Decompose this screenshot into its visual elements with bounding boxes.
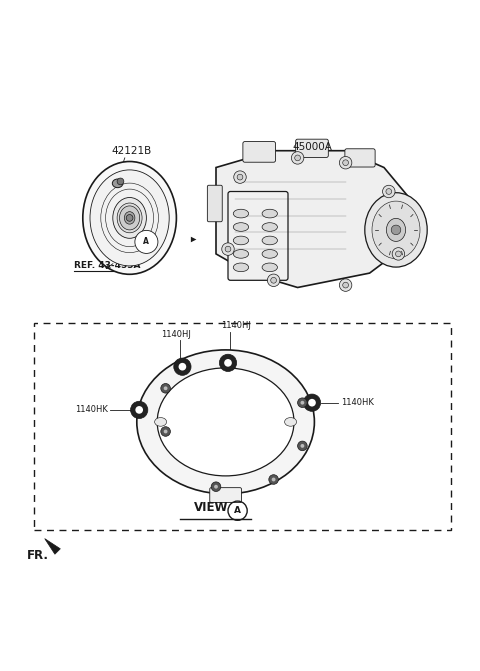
Circle shape xyxy=(237,174,243,180)
Circle shape xyxy=(219,354,237,372)
Ellipse shape xyxy=(386,218,406,242)
Circle shape xyxy=(298,441,307,451)
Circle shape xyxy=(386,189,392,195)
Circle shape xyxy=(269,474,278,484)
Ellipse shape xyxy=(83,162,177,274)
Circle shape xyxy=(339,279,352,291)
Circle shape xyxy=(174,358,191,375)
Circle shape xyxy=(179,363,186,370)
Ellipse shape xyxy=(262,209,277,218)
Ellipse shape xyxy=(113,197,146,238)
Text: VIEW: VIEW xyxy=(194,501,228,514)
Ellipse shape xyxy=(372,201,420,259)
Circle shape xyxy=(271,277,276,283)
Circle shape xyxy=(117,178,124,185)
Ellipse shape xyxy=(262,250,277,258)
Circle shape xyxy=(234,171,246,183)
Ellipse shape xyxy=(365,193,427,267)
FancyBboxPatch shape xyxy=(228,191,288,280)
Circle shape xyxy=(161,384,170,393)
Ellipse shape xyxy=(233,250,249,258)
Ellipse shape xyxy=(112,179,123,188)
Circle shape xyxy=(300,401,304,405)
Ellipse shape xyxy=(262,223,277,231)
Text: 42121B: 42121B xyxy=(112,146,152,156)
Circle shape xyxy=(298,398,307,407)
Ellipse shape xyxy=(285,417,297,426)
Text: 1140HJ: 1140HJ xyxy=(161,330,191,339)
Text: A: A xyxy=(144,238,149,246)
Text: REF. 43-453A: REF. 43-453A xyxy=(74,262,141,270)
Circle shape xyxy=(391,225,401,235)
Text: 45000A: 45000A xyxy=(293,142,333,152)
Circle shape xyxy=(135,406,143,414)
Polygon shape xyxy=(45,539,60,554)
Circle shape xyxy=(164,386,168,391)
Circle shape xyxy=(300,444,304,448)
Text: 1140HJ: 1140HJ xyxy=(221,321,251,330)
Circle shape xyxy=(267,274,280,287)
Circle shape xyxy=(308,399,316,407)
Text: A: A xyxy=(234,506,241,515)
Circle shape xyxy=(272,478,276,481)
Ellipse shape xyxy=(90,170,169,266)
Circle shape xyxy=(161,427,170,436)
Circle shape xyxy=(303,394,321,411)
Circle shape xyxy=(291,152,304,164)
Bar xyxy=(34,323,451,530)
FancyBboxPatch shape xyxy=(243,142,276,162)
Text: 1140HK: 1140HK xyxy=(341,398,373,407)
Ellipse shape xyxy=(155,417,167,426)
Circle shape xyxy=(214,484,218,488)
Ellipse shape xyxy=(262,236,277,245)
Circle shape xyxy=(224,359,232,366)
Circle shape xyxy=(392,248,405,260)
Text: 1140HK: 1140HK xyxy=(75,405,108,415)
Circle shape xyxy=(164,429,168,433)
Circle shape xyxy=(135,230,158,254)
Circle shape xyxy=(343,160,348,166)
Circle shape xyxy=(211,482,221,491)
Circle shape xyxy=(343,282,348,288)
Circle shape xyxy=(225,246,231,252)
Circle shape xyxy=(131,401,148,419)
Circle shape xyxy=(126,215,133,221)
Ellipse shape xyxy=(262,263,277,272)
Circle shape xyxy=(383,185,395,198)
FancyBboxPatch shape xyxy=(345,149,375,167)
Ellipse shape xyxy=(233,263,249,272)
Ellipse shape xyxy=(124,211,135,224)
Circle shape xyxy=(295,155,300,161)
Ellipse shape xyxy=(117,203,142,233)
Ellipse shape xyxy=(233,209,249,218)
Circle shape xyxy=(339,156,352,169)
Circle shape xyxy=(222,243,234,256)
FancyBboxPatch shape xyxy=(207,185,222,221)
Ellipse shape xyxy=(233,236,249,245)
FancyBboxPatch shape xyxy=(210,488,241,503)
Text: FR.: FR. xyxy=(26,549,48,562)
Polygon shape xyxy=(216,151,408,287)
Ellipse shape xyxy=(120,206,140,230)
Ellipse shape xyxy=(233,223,249,231)
FancyBboxPatch shape xyxy=(296,139,328,158)
Ellipse shape xyxy=(137,350,314,494)
Circle shape xyxy=(396,251,401,257)
Ellipse shape xyxy=(157,368,294,476)
